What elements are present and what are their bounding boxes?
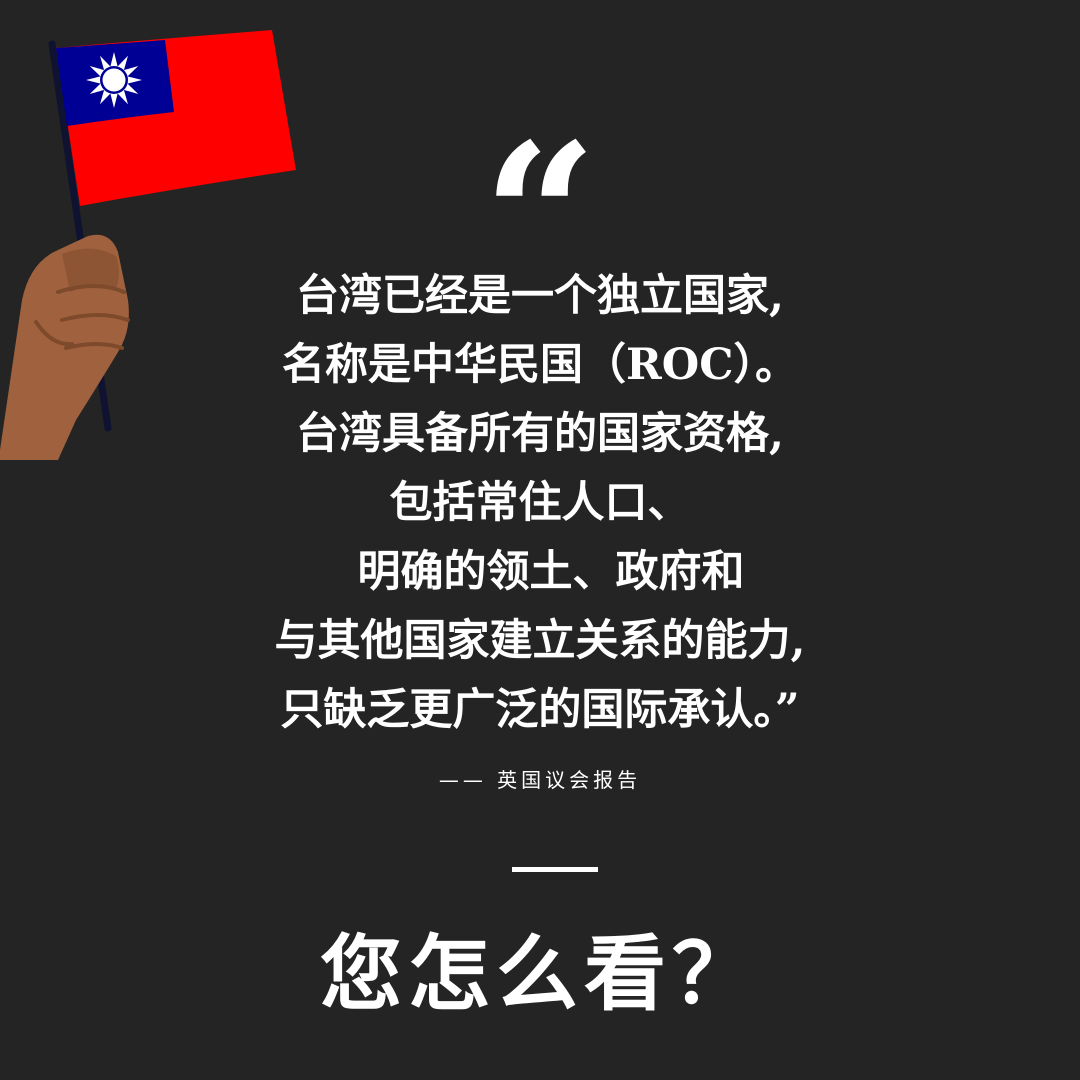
quote-line: 包括常住人口、 <box>389 478 691 528</box>
question-heading: 您怎么看？ <box>319 927 760 1022</box>
opening-quote-mark: “ <box>482 100 598 335</box>
quote-line: 只缺乏更广泛的国际承认。” <box>280 685 800 735</box>
divider-line <box>512 867 598 872</box>
quote-line: 台湾具备所有的国家资格, <box>296 409 784 459</box>
quote-line: 名称是中华民国（ROC）。 <box>282 340 798 390</box>
white-sun-icon <box>86 52 142 108</box>
flag-illustration <box>0 30 296 460</box>
quote-line: 台湾已经是一个独立国家, <box>296 271 784 321</box>
quote-line: 与其他国家建立关系的能力, <box>274 616 806 666</box>
raised-hand-icon <box>0 234 130 460</box>
quote-text: 台湾已经是一个独立国家, 名称是中华民国（ROC）。 台湾具备所有的国家资格, … <box>180 262 900 745</box>
quote-attribution: —— 英国议会报告 <box>438 768 642 792</box>
roc-flag-icon <box>56 30 296 206</box>
quote-line: 明确的领土、政府和 <box>357 547 745 597</box>
